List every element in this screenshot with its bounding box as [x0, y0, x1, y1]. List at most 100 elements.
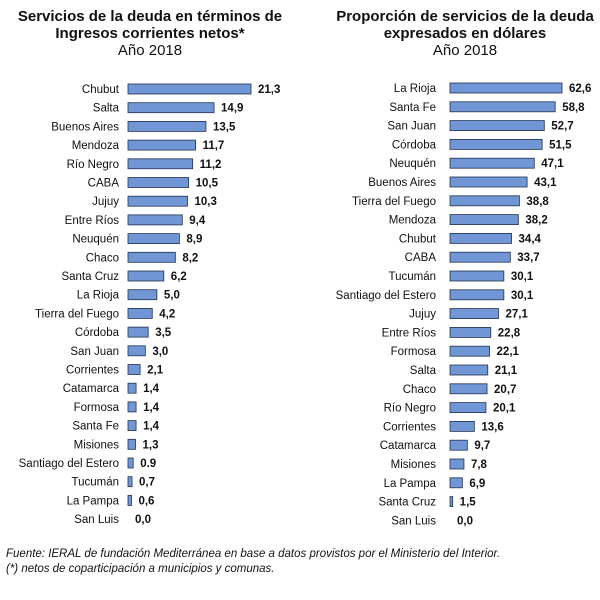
category-label: La Pampa — [67, 495, 120, 507]
value-label: 5,0 — [164, 290, 180, 302]
value-label: 62,6 — [569, 83, 591, 95]
value-label: 0.9 — [140, 458, 156, 470]
category-label: Buenos Aires — [51, 121, 119, 133]
value-label: 47,1 — [541, 158, 564, 170]
value-label: 27,1 — [505, 309, 528, 321]
value-label: 38,2 — [525, 215, 547, 227]
bar — [127, 121, 207, 132]
value-label: 30,1 — [511, 290, 534, 302]
bar — [127, 251, 176, 263]
value-label: 58,8 — [562, 102, 585, 114]
bar — [449, 270, 505, 282]
value-label: 52,7 — [551, 121, 573, 133]
category-label: Neuquén — [389, 158, 436, 170]
category-label: Jujuy — [409, 309, 436, 321]
category-label: Santiago del Estero — [336, 290, 436, 302]
bar — [127, 457, 134, 469]
category-label: Río Negro — [67, 159, 119, 171]
bar — [127, 158, 194, 170]
category-label: Formosa — [391, 346, 437, 358]
bar — [449, 82, 563, 94]
right-chart-subtitle: Año 2018 — [432, 42, 498, 59]
value-label: 6,2 — [171, 271, 187, 283]
category-label: San Luis — [391, 515, 436, 527]
bar — [449, 101, 556, 113]
bar — [449, 214, 519, 226]
value-label: 10,3 — [194, 196, 216, 208]
bar — [449, 195, 520, 207]
left-chart-title: Servicios de la deuda en términos de Ing… — [17, 8, 283, 42]
value-label: 20,1 — [493, 403, 516, 415]
bar — [449, 120, 545, 131]
value-label: 1,3 — [143, 439, 159, 451]
category-label: Chubut — [82, 84, 120, 96]
bar — [127, 307, 153, 319]
source-footnote: Fuente: IERAL de fundación Mediterránea … — [6, 548, 501, 560]
bar — [449, 326, 492, 338]
bar — [127, 177, 190, 188]
bar — [127, 476, 133, 488]
category-label: La Rioja — [394, 83, 437, 95]
bar — [449, 138, 543, 150]
value-label: 10,5 — [196, 178, 219, 190]
category-label: Formosa — [74, 402, 120, 414]
category-label: Corrientes — [66, 365, 119, 377]
bar — [449, 402, 487, 414]
value-label: 1,4 — [143, 421, 160, 433]
value-label: 43,1 — [534, 177, 557, 189]
category-label: La Pampa — [384, 478, 437, 490]
bar — [449, 364, 489, 376]
bar — [449, 383, 488, 395]
left-chart-title-block: Servicios de la deuda en términos de Ing… — [0, 8, 300, 59]
bar — [127, 420, 137, 432]
value-label: 33,7 — [517, 252, 539, 264]
category-label: Córdoba — [75, 327, 120, 339]
category-label: Entre Ríos — [65, 215, 120, 227]
bar — [127, 345, 146, 357]
value-label: 13,5 — [213, 121, 236, 133]
value-label: 6,9 — [469, 478, 485, 490]
value-label: 0,7 — [139, 477, 155, 489]
category-label: Santa Cruz — [61, 271, 119, 283]
category-label: Corrientes — [383, 421, 436, 433]
value-label: 8,9 — [186, 234, 202, 246]
category-label: Misiones — [74, 439, 120, 451]
category-label: Tierra del Fuego — [35, 308, 119, 320]
category-label: Río Negro — [384, 403, 436, 415]
bar — [449, 308, 499, 320]
bar — [127, 214, 183, 226]
bar — [127, 438, 136, 450]
value-label: 9,4 — [189, 215, 206, 227]
value-label: 0,0 — [457, 515, 473, 527]
category-label: Chaco — [86, 252, 119, 264]
category-label: Chaco — [403, 384, 436, 396]
category-label: Mendoza — [72, 140, 120, 152]
value-label: 1,5 — [460, 497, 477, 509]
right-chart-title-block: Proporción de servicios de la deuda expr… — [330, 8, 600, 59]
category-label: Salta — [410, 365, 437, 377]
bar — [127, 401, 137, 413]
category-label: Tierra del Fuego — [352, 196, 436, 208]
category-label: Tucumán — [388, 271, 436, 283]
bar — [449, 289, 505, 301]
value-label: 1,4 — [143, 402, 160, 414]
value-label: 2,1 — [147, 365, 164, 377]
value-label: 14,9 — [221, 103, 243, 115]
category-label: Neuquén — [72, 234, 119, 246]
value-label: 22,8 — [498, 327, 521, 339]
bar — [449, 477, 463, 489]
category-label: CABA — [88, 178, 120, 190]
value-label: 51,5 — [549, 139, 572, 151]
value-label: 13,6 — [481, 421, 503, 433]
value-label: 9,7 — [474, 440, 490, 452]
bar — [127, 289, 158, 301]
value-label: 1,4 — [143, 383, 160, 395]
value-label: 3,0 — [152, 346, 168, 358]
category-label: Jujuy — [92, 196, 119, 208]
value-label: 22,1 — [497, 346, 520, 358]
bar — [449, 345, 490, 357]
value-label: 0,6 — [138, 495, 154, 507]
bar — [449, 420, 475, 432]
value-label: 30,1 — [511, 271, 534, 283]
bar — [127, 382, 137, 394]
